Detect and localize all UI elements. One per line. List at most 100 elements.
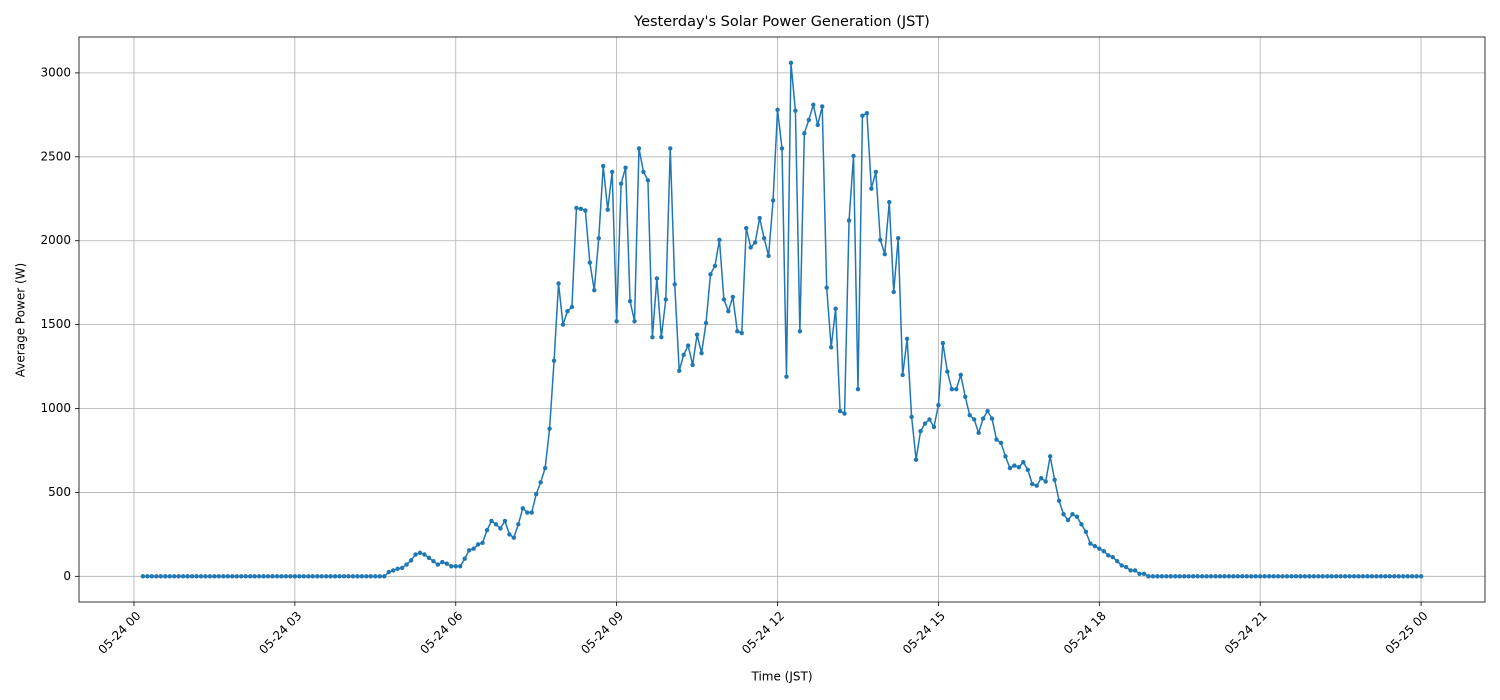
data-point	[985, 408, 990, 414]
data-point	[1021, 460, 1026, 465]
data-point	[511, 535, 517, 540]
data-point	[1083, 529, 1089, 535]
data-point	[797, 329, 803, 334]
x-tick-label: 05-24 00	[96, 609, 144, 657]
data-point	[882, 251, 887, 257]
data-point	[556, 281, 561, 286]
data-point	[677, 368, 682, 373]
data-point	[752, 240, 758, 245]
data-point	[770, 198, 776, 203]
data-point	[846, 218, 852, 223]
data-point	[1039, 475, 1044, 481]
data-point	[1106, 553, 1111, 558]
data-point	[364, 574, 369, 579]
data-point	[507, 532, 512, 537]
data-point	[279, 574, 284, 579]
data-point	[1293, 574, 1299, 579]
data-point	[493, 522, 499, 527]
data-point	[230, 574, 235, 579]
data-point	[145, 574, 150, 579]
data-point	[1110, 554, 1115, 560]
data-point	[1074, 514, 1080, 519]
data-point	[1155, 574, 1160, 579]
data-point	[757, 215, 762, 221]
data-point	[270, 574, 275, 579]
data-point	[940, 340, 946, 346]
data-point	[681, 352, 686, 358]
y-axis-label: Average Power (W)	[14, 263, 28, 377]
data-point	[837, 408, 843, 414]
data-point	[1392, 574, 1397, 579]
data-point	[1101, 548, 1106, 554]
data-point	[820, 104, 825, 109]
data-point	[355, 574, 360, 579]
data-point	[918, 428, 923, 434]
data-point	[891, 289, 896, 295]
data-point	[601, 163, 606, 169]
data-point	[1182, 574, 1187, 579]
data-point	[1052, 477, 1057, 483]
data-point	[788, 60, 794, 66]
data-point	[529, 510, 534, 515]
data-point	[784, 374, 789, 379]
data-point	[922, 421, 928, 426]
data-point	[1141, 571, 1147, 577]
data-point	[350, 574, 356, 579]
data-point	[761, 235, 767, 241]
data-point	[1128, 568, 1133, 573]
data-point	[256, 574, 262, 579]
data-point	[525, 510, 530, 515]
data-point	[1195, 574, 1200, 579]
data-point	[435, 562, 441, 567]
data-point	[337, 574, 342, 579]
data-point	[1302, 574, 1308, 579]
data-point	[1065, 517, 1071, 523]
data-point	[1025, 467, 1031, 472]
data-point	[158, 574, 163, 579]
data-point	[292, 574, 298, 579]
data-point	[480, 540, 485, 545]
data-point	[730, 294, 736, 300]
data-point	[538, 480, 543, 485]
data-point	[1289, 574, 1294, 579]
data-point	[1114, 559, 1120, 564]
data-point	[171, 574, 177, 579]
data-point	[650, 335, 655, 340]
data-point	[873, 169, 879, 175]
data-point	[1222, 574, 1227, 579]
data-point	[408, 558, 414, 563]
data-point	[1199, 574, 1205, 579]
data-point	[377, 574, 382, 579]
data-point	[310, 574, 315, 579]
data-point	[368, 574, 374, 579]
data-point	[989, 416, 995, 421]
data-point	[1030, 481, 1035, 487]
data-point	[1383, 574, 1388, 579]
data-point	[180, 574, 186, 579]
data-point	[1204, 574, 1209, 579]
data-point	[659, 335, 664, 340]
data-point	[1396, 574, 1401, 579]
data-point	[341, 574, 347, 579]
data-point	[422, 552, 427, 557]
data-point	[1119, 563, 1124, 568]
data-point	[319, 574, 324, 579]
data-point	[1097, 546, 1102, 551]
data-point	[297, 574, 302, 579]
data-point	[645, 178, 651, 183]
data-point	[1235, 574, 1241, 579]
data-point	[1307, 574, 1312, 579]
data-point	[685, 343, 691, 348]
data-point	[904, 336, 910, 342]
data-point	[502, 518, 508, 524]
data-point	[587, 260, 593, 265]
data-point	[583, 208, 588, 213]
data-point	[1418, 574, 1424, 579]
data-point	[203, 574, 208, 579]
data-point	[636, 146, 642, 151]
data-point	[212, 574, 217, 579]
data-point	[632, 319, 637, 324]
data-point	[1360, 574, 1366, 579]
data-point	[654, 276, 660, 281]
data-point	[274, 574, 280, 579]
